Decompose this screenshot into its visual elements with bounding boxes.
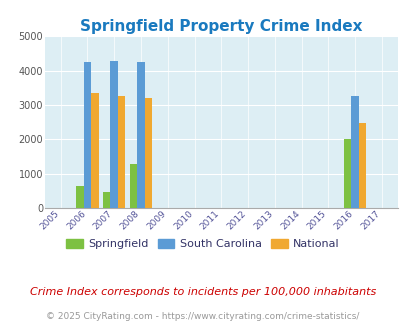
- Text: © 2025 CityRating.com - https://www.cityrating.com/crime-statistics/: © 2025 CityRating.com - https://www.city…: [46, 312, 359, 321]
- Bar: [358, 123, 365, 208]
- Bar: [144, 98, 152, 208]
- Title: Springfield Property Crime Index: Springfield Property Crime Index: [80, 19, 362, 34]
- Legend: Springfield, South Carolina, National: Springfield, South Carolina, National: [62, 234, 343, 253]
- Text: Crime Index corresponds to incidents per 100,000 inhabitants: Crime Index corresponds to incidents per…: [30, 287, 375, 297]
- Bar: [91, 93, 98, 208]
- Bar: [137, 62, 144, 208]
- Bar: [76, 185, 83, 208]
- Bar: [130, 164, 137, 208]
- Bar: [343, 139, 350, 208]
- Bar: [118, 96, 125, 208]
- Bar: [350, 96, 358, 208]
- Bar: [110, 61, 118, 208]
- Bar: [103, 192, 110, 208]
- Bar: [83, 62, 91, 208]
